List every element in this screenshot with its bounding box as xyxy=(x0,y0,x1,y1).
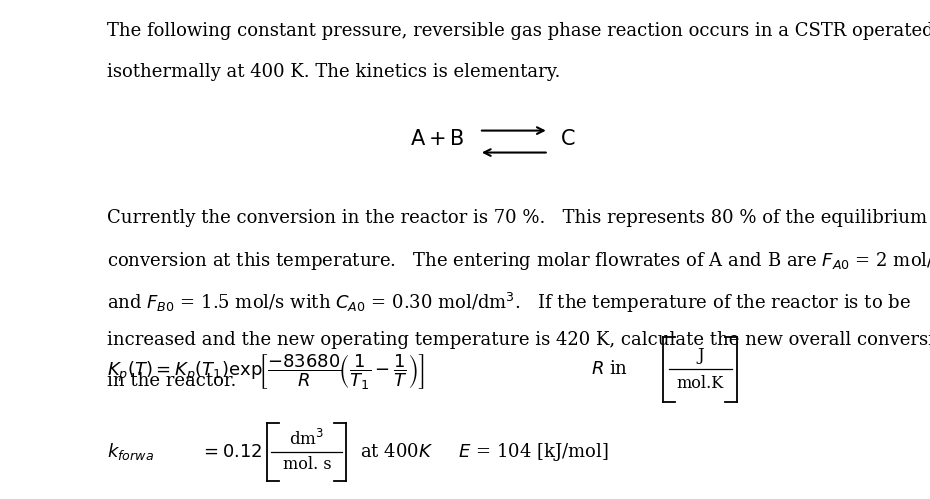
Text: J: J xyxy=(697,347,704,364)
Text: The following constant pressure, reversible gas phase reaction occurs in a CSTR : The following constant pressure, reversi… xyxy=(107,22,930,40)
Text: in the reactor.: in the reactor. xyxy=(107,372,236,390)
Text: $k_{forwa}$: $k_{forwa}$ xyxy=(107,441,153,462)
Text: at 400$K$     $E$ = 104 [kJ/mol]: at 400$K$ $E$ = 104 [kJ/mol] xyxy=(360,441,609,463)
Text: dm$^3$: dm$^3$ xyxy=(289,429,325,449)
Text: conversion at this temperature.   The entering molar flowrates of A and B are $F: conversion at this temperature. The ente… xyxy=(107,250,930,271)
Text: mol. s: mol. s xyxy=(283,456,331,473)
Text: $= 0.12$: $= 0.12$ xyxy=(200,443,262,461)
Text: increased and the new operating temperature is 420 K, calculate the new overall : increased and the new operating temperat… xyxy=(107,331,930,349)
Text: $\mathsf{A + B}$: $\mathsf{A + B}$ xyxy=(410,129,465,149)
Text: $R$ in: $R$ in xyxy=(591,360,628,378)
Text: $\mathsf{C}$: $\mathsf{C}$ xyxy=(560,129,576,149)
Text: $K_p(T) = K_p(T_1)\mathrm{exp}\!\left[\dfrac{-83680}{R}\!\left(\dfrac{1}{T_1} - : $K_p(T) = K_p(T_1)\mathrm{exp}\!\left[\d… xyxy=(107,352,425,391)
Text: and $F_{B0}$ = 1.5 mol/s with $C_{A0}$ = 0.30 mol/dm$^3$.   If the temperature o: and $F_{B0}$ = 1.5 mol/s with $C_{A0}$ =… xyxy=(107,290,910,314)
Text: mol.K: mol.K xyxy=(677,375,724,392)
Text: Currently the conversion in the reactor is 70 %.   This represents 80 % of the e: Currently the conversion in the reactor … xyxy=(107,209,927,227)
Text: isothermally at 400 K. The kinetics is elementary.: isothermally at 400 K. The kinetics is e… xyxy=(107,63,560,81)
